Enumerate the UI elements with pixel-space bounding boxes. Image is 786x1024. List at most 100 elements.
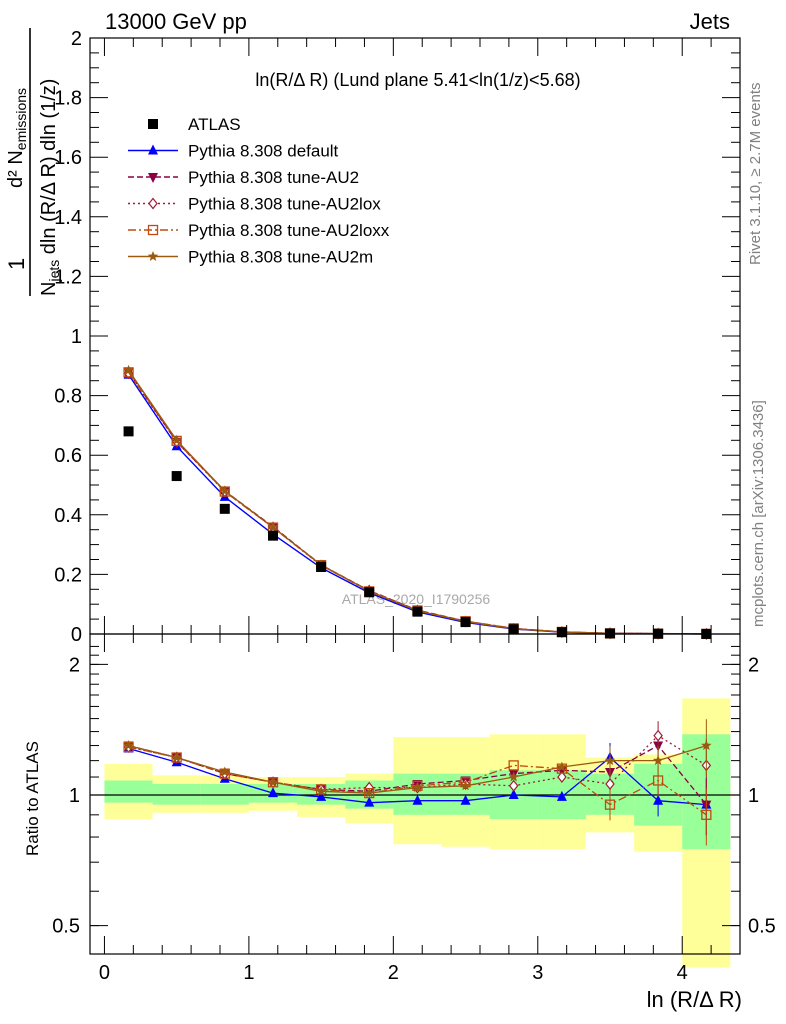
stat-uncertainty-band [152,784,201,805]
ratio-point-pythia-8-308-tune-au2lox [605,778,615,790]
y-tick-label: 1.4 [54,207,82,229]
header-category: Jets [690,9,730,34]
point-atlas [268,530,279,541]
svg-text:Njets dln (R/Δ R) dln (1/z): Njets dln (R/Δ R) dln (1/z) [38,79,62,296]
chart-title: ln(R/Δ R) (Lund plane 5.41<ln(1/z)<5.68) [255,70,580,90]
y-tick-label: 1.8 [54,88,82,110]
ratio-point-pythia-8-308-default [412,794,423,805]
point-pythia-8-308-tune-au2m [219,485,230,496]
ratio-point-pythia-8-308-default [268,787,279,798]
ratio-point-pythia-8-308-tune-au2m [460,780,471,791]
legend-label: ATLAS [188,115,241,134]
point-atlas [508,624,519,635]
ratio-point-pythia-8-308-tune-au2loxx [604,799,616,810]
point-atlas [412,606,423,617]
ratio-point-pythia-8-308-default [556,790,567,801]
svg-text:1: 1 [4,258,29,270]
legend-marker [148,119,158,129]
ratio-point-pythia-8-308-tune-au2m [412,782,423,793]
point-atlas [123,426,134,437]
legend-label: Pythia 8.308 tune-AU2lox [188,195,381,214]
ratio-y-tick-label: 0.5 [52,916,80,938]
ratio-point-pythia-8-308-default [508,788,519,799]
ratio-point-pythia-8-308-tune-au2m [123,740,134,750]
mcplots-label: mcplots.cern.ch [arXiv:1306.3436] [750,400,767,627]
point-atlas [219,503,230,514]
ratio-frame [89,633,741,955]
y-tick-label: 0.6 [54,445,82,467]
ratio-point-pythia-8-308-tune-au2m [652,755,664,766]
legend-item-pythia-8-308-tune-au2m: Pythia 8.308 tune-AU2m [128,248,373,267]
legend-label: Pythia 8.308 default [188,142,339,161]
legend-item-atlas: ATLAS [148,115,241,134]
legend-item-pythia-8-308-default: Pythia 8.308 default [128,142,339,161]
y-tick-label: 0.8 [54,386,82,408]
rivet-label: Rivet 3.1.10, ≥ 2.7M events [747,83,764,266]
ratio-point-pythia-8-308-tune-au2loxx [701,809,712,820]
stat-uncertainty-band [393,773,442,815]
ratio-point-pythia-8-308-tune-au2lox [653,729,663,742]
point-atlas [460,617,471,628]
ratio-point-pythia-8-308-tune-au2loxx [508,760,519,771]
y-tick-label: 1 [71,326,82,348]
y-tick-label: 0.4 [54,505,82,527]
x-label: ln (R/Δ R) [647,987,742,1012]
stat-uncertainty-band [104,780,153,803]
point-atlas [364,587,375,598]
ratio-point-pythia-8-308-tune-au2m [604,755,616,766]
x-tick-label: 2 [388,962,399,984]
legend-item-pythia-8-308-tune-au2lox: Pythia 8.308 tune-AU2lox [128,195,381,214]
legend-label: Pythia 8.308 tune-AU2 [188,168,359,187]
legend-marker [148,173,158,183]
svg-text:d² Nemissions: d² Nemissions [5,88,29,188]
y-tick-label: 1.2 [54,266,82,288]
x-tick-label: 0 [99,962,110,984]
ratio-point-pythia-8-308-tune-au2lox [557,771,567,783]
x-tick-label: 3 [532,962,543,984]
ratio-point-pythia-8-308-tune-au2m [267,776,279,787]
legend-marker [147,251,159,261]
ratio-point-pythia-8-308-default [460,794,471,805]
point-pythia-8-308-tune-au2m [171,434,182,445]
y-tick-label: 0.2 [54,564,82,586]
ratio-point-pythia-8-308-tune-au2m [701,740,712,750]
legend-item-pythia-8-308-tune-au2: Pythia 8.308 tune-AU2 [128,168,359,187]
ratio-point-pythia-8-308-tune-au2m [219,766,230,777]
legend: ATLAS Pythia 8.308 default Pythia 8.308 tu… [128,115,390,267]
point-atlas [556,627,567,638]
ratio-y-tick-label-right: 0.5 [748,916,776,938]
ratio-point-pythia-8-308-tune-au2loxx [315,784,327,795]
y-label-top: 1 d² Nemissions Njets dln (R/Δ R) dln (1… [4,28,62,296]
ratio-point-pythia-8-308-default [364,796,375,807]
ratio-point-pythia-8-308-tune-au2lox [508,779,519,792]
legend-item-pythia-8-308-tune-au2loxx: Pythia 8.308 tune-AU2loxx [128,221,390,240]
legend-marker [147,224,159,236]
stat-uncertainty-band [200,784,249,805]
x-tick-label: 4 [677,962,688,984]
y-label-bottom: Ratio to ATLAS [23,741,42,856]
header-energy: 13000 GeV pp [105,9,247,34]
point-atlas [171,471,182,482]
legend-label: Pythia 8.308 tune-AU2m [188,248,373,267]
ratio-point-pythia-8-308-tune-au2m [171,752,182,762]
ratio-y-tick-label-right: 1 [748,785,759,807]
ratio-y-tick-label: 1 [69,785,80,807]
legend-marker [148,197,158,210]
ratio-point-pythia-8-308-default [316,790,327,801]
ratio-point-pythia-8-308-tune-au2m [363,787,375,798]
x-tick-label: 1 [243,962,254,984]
ratio-panel: 0.5 0.5 1 1 2 2 0 1 2 3 4 [52,633,776,984]
main-panel: ln(R/Δ R) (Lund plane 5.41<ln(1/z)<5.68)… [54,28,741,646]
ratio-point-pythia-8-308-default [653,794,664,805]
point-pythia-8-308-tune-au2m [267,521,279,532]
ratio-y-tick-label: 2 [69,654,80,676]
legend-label: Pythia 8.308 tune-AU2loxx [188,221,390,240]
legend-marker [148,144,158,155]
ratio-point-pythia-8-308-tune-au2m [315,785,327,796]
point-atlas [316,561,327,572]
ratio-point-pythia-8-308-tune-au2m [556,761,568,772]
y-tick-label: 0 [71,624,82,646]
ratio-y-tick-label-right: 2 [748,654,759,676]
ratio-point-pythia-8-308-tune-au2m [508,771,519,782]
